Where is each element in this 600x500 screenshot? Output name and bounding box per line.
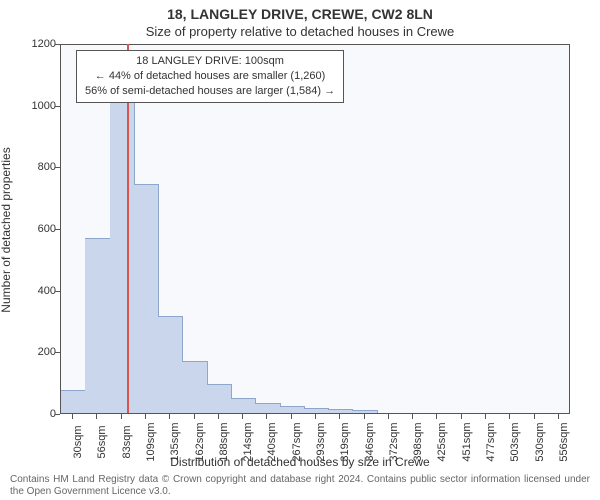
y-tick-mark	[55, 414, 60, 415]
chart-title-main: 18, LANGLEY DRIVE, CREWE, CW2 8LN	[0, 6, 600, 22]
x-tick-mark	[96, 414, 97, 419]
y-tick-label: 800	[8, 161, 56, 173]
histogram-bar	[182, 361, 207, 413]
x-tick-mark	[291, 414, 292, 419]
y-tick-mark	[55, 291, 60, 292]
x-tick-mark	[242, 414, 243, 419]
x-tick-label: 30sqm	[72, 425, 84, 458]
x-tick-label: 477sqm	[485, 422, 497, 461]
credit-text: Contains HM Land Registry data © Crown c…	[10, 474, 590, 498]
y-tick-label: 200	[8, 346, 56, 358]
x-tick-label: 267sqm	[291, 422, 303, 461]
x-tick-label: 556sqm	[558, 422, 570, 461]
x-tick-mark	[461, 414, 462, 419]
histogram-bar	[134, 184, 159, 413]
x-tick-mark	[218, 414, 219, 419]
x-tick-mark	[169, 414, 170, 419]
x-tick-label: 214sqm	[242, 422, 254, 461]
x-tick-label: 425sqm	[436, 422, 448, 461]
y-tick-mark	[55, 167, 60, 168]
x-tick-mark	[534, 414, 535, 419]
y-tick-label: 0	[8, 408, 56, 420]
plot-border-top	[60, 44, 570, 45]
x-tick-label: 188sqm	[218, 422, 230, 461]
x-tick-mark	[412, 414, 413, 419]
y-tick-mark	[55, 229, 60, 230]
x-tick-mark	[339, 414, 340, 419]
y-tick-label: 1000	[8, 100, 56, 112]
x-tick-label: 346sqm	[364, 422, 376, 461]
x-tick-label: 372sqm	[388, 422, 400, 461]
y-tick-label: 400	[8, 285, 56, 297]
x-tick-mark	[72, 414, 73, 419]
x-tick-label: 240sqm	[266, 422, 278, 461]
legend-line-2: ← 44% of detached houses are smaller (1,…	[85, 69, 335, 84]
plot-border-right	[569, 44, 570, 414]
x-tick-mark	[388, 414, 389, 419]
x-tick-mark	[121, 414, 122, 419]
x-tick-mark	[485, 414, 486, 419]
x-tick-label: 109sqm	[145, 422, 157, 461]
x-tick-label: 162sqm	[194, 422, 206, 461]
x-tick-label: 530sqm	[534, 422, 546, 461]
histogram-bar	[231, 398, 256, 413]
x-tick-label: 503sqm	[509, 422, 521, 461]
legend-line-1: 18 LANGLEY DRIVE: 100sqm	[85, 54, 335, 69]
x-tick-label: 451sqm	[461, 422, 473, 461]
y-tick-label: 1200	[8, 38, 56, 50]
x-tick-mark	[266, 414, 267, 419]
y-tick-mark	[55, 44, 60, 45]
x-tick-mark	[436, 414, 437, 419]
x-tick-mark	[145, 414, 146, 419]
x-tick-mark	[194, 414, 195, 419]
legend-line-3: 56% of semi-detached houses are larger (…	[85, 84, 335, 99]
x-tick-mark	[364, 414, 365, 419]
histogram-bar	[61, 390, 86, 413]
x-tick-label: 398sqm	[412, 422, 424, 461]
x-tick-mark	[509, 414, 510, 419]
chart-title-sub: Size of property relative to detached ho…	[0, 24, 600, 39]
histogram-bar	[207, 384, 232, 413]
x-tick-label: 83sqm	[121, 425, 133, 458]
x-tick-label: 135sqm	[169, 422, 181, 461]
histogram-bar	[110, 79, 135, 413]
x-tick-label: 319sqm	[339, 422, 351, 461]
histogram-bar	[280, 406, 305, 413]
histogram-bar	[352, 410, 377, 413]
y-tick-mark	[55, 352, 60, 353]
y-tick-mark	[55, 106, 60, 107]
x-tick-mark	[315, 414, 316, 419]
histogram-bar	[158, 316, 183, 413]
histogram-bar	[328, 409, 353, 413]
histogram-bar	[85, 238, 110, 413]
histogram-bar	[304, 408, 329, 413]
histogram-bar	[255, 403, 280, 413]
y-tick-label: 600	[8, 223, 56, 235]
x-tick-label: 293sqm	[315, 422, 327, 461]
legend-box: 18 LANGLEY DRIVE: 100sqm ← 44% of detach…	[76, 50, 344, 103]
x-tick-mark	[558, 414, 559, 419]
x-tick-label: 56sqm	[96, 425, 108, 458]
